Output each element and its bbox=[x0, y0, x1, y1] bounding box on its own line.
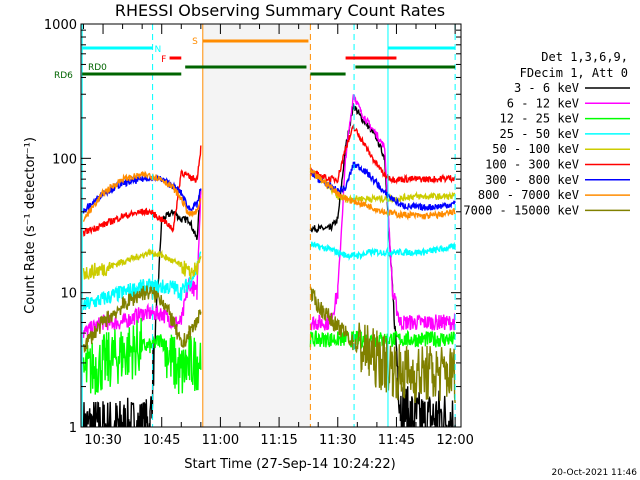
series-line-7 bbox=[82, 167, 456, 222]
flag-label-s: S bbox=[192, 37, 198, 47]
legend-label-6: 300 - 800 keV bbox=[485, 173, 579, 187]
x-tick-label-6: 12:00 bbox=[436, 433, 473, 448]
flag-label-rd6: RD6 bbox=[54, 71, 73, 81]
flag-label-rd0: RD0 bbox=[88, 63, 107, 73]
legend-label-5: 100 - 300 keV bbox=[485, 158, 579, 172]
timestamp: 20-Oct-2021 11:46 bbox=[552, 468, 638, 478]
x-tick-label-3: 11:15 bbox=[260, 433, 297, 448]
x-tick-label-2: 11:00 bbox=[202, 433, 239, 448]
plot-frame bbox=[80, 23, 462, 428]
legend-label-2: 12 - 25 keV bbox=[500, 112, 579, 126]
y-axis-label: Count Rate (s⁻¹ detector⁻¹) bbox=[23, 137, 38, 314]
legend-label-3: 25 - 50 keV bbox=[500, 127, 579, 141]
x-tick-label-5: 11:45 bbox=[378, 433, 415, 448]
x-tick-label-0: 10:30 bbox=[84, 433, 121, 448]
data-gap-0 bbox=[202, 24, 311, 427]
legend-label-7: 800 - 7000 keV bbox=[478, 188, 579, 202]
series-line-5 bbox=[82, 123, 456, 237]
legend-label-8: 7000 - 15000 keV bbox=[463, 203, 579, 217]
series-line-3 bbox=[82, 241, 456, 310]
series-group bbox=[82, 94, 456, 427]
legend-title-line-0: Det 1,3,6,9, bbox=[541, 50, 628, 64]
series-line-8 bbox=[82, 285, 456, 404]
x-tick-label-4: 11:30 bbox=[319, 433, 356, 448]
flag-label-n: N bbox=[154, 45, 161, 55]
legend-label-0: 3 - 6 keV bbox=[514, 81, 579, 95]
flag-label-f: F bbox=[161, 55, 166, 65]
y-tick-label-2: 100 bbox=[52, 152, 77, 167]
legend-label-4: 50 - 100 keV bbox=[492, 142, 579, 156]
x-tick-label-1: 10:45 bbox=[143, 433, 180, 448]
legend-label-1: 6 - 12 keV bbox=[507, 96, 579, 110]
y-tick-label-0: 1 bbox=[69, 421, 77, 436]
y-tick-label-1: 10 bbox=[60, 287, 77, 302]
x-axis-label: Start Time (27-Sep-14 10:24:22) bbox=[184, 457, 395, 472]
y-tick-label-3: 1000 bbox=[44, 18, 77, 33]
legend-title-line-1: FDecim 1, Att 0 bbox=[520, 66, 628, 80]
chart-title: RHESSI Observing Summary Count Rates bbox=[115, 1, 445, 20]
series-line-2 bbox=[82, 317, 456, 395]
